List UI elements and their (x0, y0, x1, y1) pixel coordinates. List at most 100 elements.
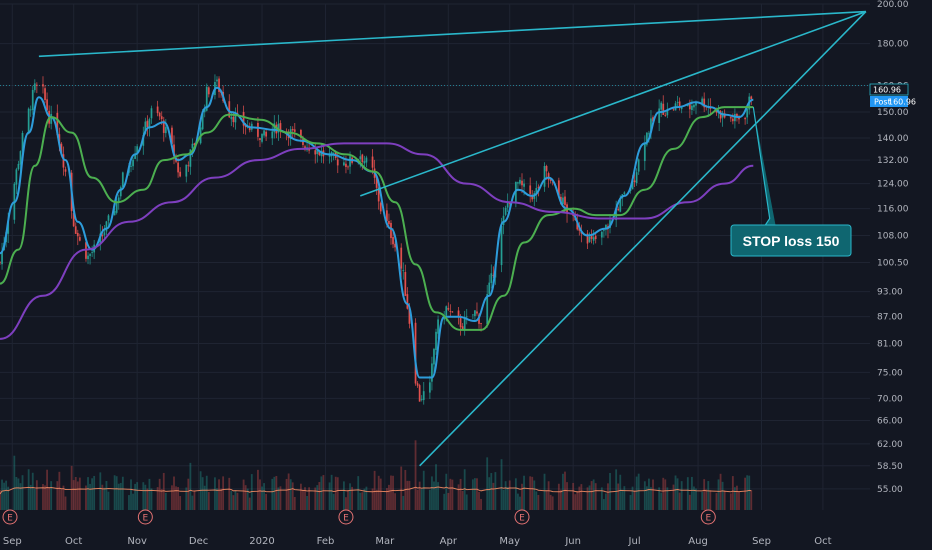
moving-averages (0, 86, 754, 379)
volume-bar (490, 473, 493, 510)
candle-body (50, 113, 53, 124)
volume-bar (449, 478, 452, 510)
stop-loss-box[interactable] (730, 224, 852, 257)
volume-bar (357, 476, 360, 510)
volume-bar (508, 480, 511, 510)
volume-bar (87, 477, 89, 510)
candle-body (451, 311, 454, 313)
candle-body (400, 247, 403, 269)
volume-bar (492, 482, 495, 510)
candle-body (738, 117, 740, 120)
volume-bar (605, 493, 607, 510)
candle-body (134, 153, 137, 159)
volume-bar (701, 491, 704, 510)
volume-bar (494, 472, 497, 510)
volume-bar (619, 474, 622, 510)
candle-body (506, 201, 509, 208)
candle-body (422, 391, 425, 401)
volume-bar (385, 488, 388, 510)
candle-body (594, 235, 597, 240)
volume-bar (633, 490, 636, 510)
candle-body (490, 273, 493, 283)
volume-bar (334, 476, 337, 510)
stop-loss-annotation[interactable]: STOP loss 150 (730, 224, 852, 257)
candle-body (633, 180, 636, 183)
candle-body (408, 308, 411, 324)
candle-body (148, 119, 151, 128)
candle-body (588, 236, 591, 242)
earnings-marker[interactable] (514, 509, 530, 525)
volume-bar (451, 479, 454, 510)
volume-bar (285, 478, 288, 510)
volume-bars (0, 440, 753, 510)
x-tick-label: Jul (628, 536, 641, 547)
post-price-tag: Post 160.96 (870, 96, 916, 107)
volume-bar (236, 492, 239, 510)
volume-bar (531, 476, 534, 510)
volume-bar (99, 472, 102, 510)
candle-body (586, 233, 589, 244)
candle-body (27, 108, 30, 133)
candle-body (187, 165, 190, 167)
volume-bar (345, 497, 347, 510)
candle-body (402, 270, 405, 271)
volume-bar (394, 493, 396, 510)
candle-body (463, 318, 466, 331)
candle-body (146, 120, 149, 128)
volume-bar (660, 492, 663, 510)
candle-body (623, 192, 626, 194)
candle-body (631, 178, 634, 190)
volume-bar (431, 476, 433, 510)
earnings-marker[interactable] (2, 509, 18, 525)
volume-bar (746, 475, 749, 510)
x-tick-label: Dec (189, 536, 208, 547)
volume-bar (273, 476, 276, 510)
volume-bar (504, 481, 507, 510)
fast-ma-line (0, 86, 754, 379)
volume-bar (733, 487, 736, 510)
candle-body (688, 103, 691, 110)
candle-body (33, 83, 36, 91)
candle-body (74, 226, 77, 234)
y-tick-label: 200.00 (877, 0, 909, 10)
earnings-marker-label: E (142, 514, 148, 524)
earnings-marker-label: E (705, 514, 711, 524)
x-tick-label: Apr (440, 536, 458, 547)
trendlines[interactable] (38, 10, 867, 467)
volume-bar (60, 489, 63, 510)
volume-bar (15, 476, 18, 510)
candle-body (291, 129, 294, 131)
volume-bar (214, 477, 216, 510)
x-tick-label: Sep (752, 536, 771, 547)
earnings-marker[interactable] (338, 509, 354, 525)
volume-bar (103, 487, 106, 510)
volume-bar (514, 478, 517, 510)
volume-bar (275, 475, 278, 510)
y-tick-label: 116.00 (877, 205, 909, 215)
trendline[interactable] (360, 10, 867, 197)
candle-body (664, 114, 667, 116)
candle-body (719, 111, 722, 119)
volume-bar (686, 477, 689, 510)
volume-bar (320, 476, 323, 510)
candle-body (576, 221, 579, 230)
candle-body (318, 150, 321, 155)
volume-bar (132, 493, 134, 510)
earnings-marker[interactable] (700, 509, 716, 525)
earnings-marker[interactable] (137, 509, 153, 525)
volume-bar (729, 493, 732, 510)
candle-body (343, 162, 345, 166)
volume-bar (293, 496, 296, 510)
trendline[interactable] (38, 10, 866, 58)
candle-body (261, 133, 263, 142)
volume-bar (418, 481, 421, 510)
volume-bar (27, 469, 30, 510)
volume-bar (463, 469, 466, 510)
candle-body (185, 164, 188, 177)
volume-bar (480, 498, 482, 510)
trendline[interactable] (419, 11, 867, 467)
candle-body (91, 252, 94, 253)
candle-body (232, 116, 235, 123)
